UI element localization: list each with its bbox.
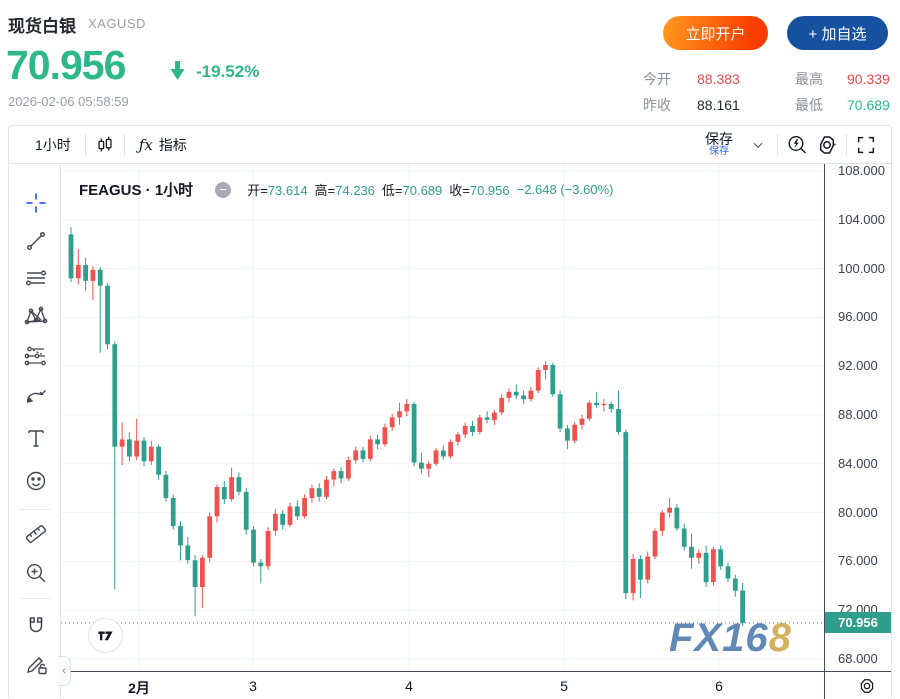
quick-search-flash-icon[interactable] [782,131,812,159]
price-axis-label: 76.000 [838,553,878,569]
toolbar-divider [846,133,847,156]
price-axis-label: 68.000 [838,651,878,666]
ohlc-item: 收=70.956 [449,183,510,198]
interval-button[interactable]: 1小时 [35,136,71,153]
forecast-tool-icon[interactable] [21,341,51,371]
stat-value-open: 88.383 [697,71,740,87]
axis-corner-divider [824,672,825,699]
time-axis-label: 4 [405,678,413,694]
candlestick-plot[interactable] [61,164,824,671]
stat-label: 最高 [795,71,823,87]
lock-drawing-tool-icon[interactable] [21,649,51,679]
brush-tool-icon[interactable] [21,381,51,411]
stat-value-prev-close: 88.161 [697,97,740,113]
zoom-in-tool-icon[interactable] [21,558,51,588]
save-menu-chevron-down-icon[interactable] [743,131,773,159]
drawing-toolbar [9,164,61,698]
tools-divider [19,509,51,510]
price-axis-label: 108.000 [838,163,885,178]
hide-series-button[interactable]: − [215,181,232,198]
time-axis-label: 2月 [128,680,150,696]
legend-change: −2.648 (−3.60%) [516,182,614,197]
crosshair-tool-icon[interactable] [21,188,51,218]
toolbar-divider [84,133,86,156]
stat-label: 昨收 [643,97,671,113]
ohlc-item: 低=70.689 [381,183,443,198]
chart-style-candles-button[interactable] [90,131,120,159]
time-axis-label: 5 [560,678,568,694]
price-axis-label: 104.000 [838,211,885,227]
time-axis-label: 6 [715,678,723,694]
add-watchlist-button[interactable]: + 加自选 [787,16,888,50]
last-price-axis-badge: 70.956 [825,612,891,634]
price-axis[interactable]: 108.000 104.000 100.000 96.000 92.000 88.000 8… [824,163,891,671]
chart-legend: FEAGUS · 1小时 − 开=73.614 高=74.236 低=70.689 收… [79,179,613,200]
stat-value-high: 90.339 [847,71,890,87]
price-axis-label: 80.000 [838,504,878,520]
tools-divider [19,598,51,599]
legend-series-title[interactable]: FEAGUS · 1小时 [79,182,194,199]
fx-icon: ƒx [138,135,153,154]
tradingview-logo[interactable] [88,618,123,653]
emoji-tool-icon[interactable] [21,466,51,496]
price-axis-label: 100.000 [838,260,885,276]
price-axis-label: 88.000 [838,407,878,422]
instrument-title: 现货白银 [8,17,76,36]
quote-timestamp: 2026-02-06 05:58:59 [8,94,129,109]
save-label: 保存 [705,130,733,147]
toolbar-divider [123,133,125,156]
magnet-tool-icon[interactable] [21,611,51,641]
fib-retracement-tool-icon[interactable] [21,263,51,293]
chart-toolbar: 1小时 ƒx 指标 保存 保存 [9,126,891,164]
stat-label: 今开 [643,71,671,87]
xabcd-pattern-tool-icon[interactable] [21,301,51,331]
price-axis-label: 96.000 [838,309,878,325]
legend-ohlc-values: 开=73.614 高=74.236 低=70.689 收=70.956 [247,180,509,199]
chart-body: FEAGUS · 1小时 − 开=73.614 高=74.236 低=70.689 收… [9,163,891,699]
price-axis-label: 92.000 [838,358,878,374]
time-axis[interactable]: 2月 3 4 5 6 [61,671,891,699]
indicators-label: 指标 [158,136,187,153]
last-price: 70.956 [6,42,126,88]
save-button[interactable]: 保存 保存 [695,131,743,159]
stat-value-low: 70.689 [847,97,890,113]
ohlc-item: 高=74.236 [314,183,375,198]
ohlc-item: 开=73.614 [247,183,308,198]
fullscreen-icon[interactable] [851,131,881,159]
price-axis-label: 84.000 [838,455,878,471]
axis-settings-gear-icon[interactable] [855,675,879,697]
measure-ruler-tool-icon[interactable] [21,519,51,549]
price-change-percent: -19.52% [196,62,260,81]
chart-widget: 1小时 ƒx 指标 保存 保存 [8,125,892,699]
indicators-button[interactable]: ƒx 指标 [129,131,197,159]
toolbar-divider [777,133,778,156]
trend-line-tool-icon[interactable] [21,226,51,256]
quote-stats: 今开 88.383 最高 90.339 昨收 88.161 最低 70.689 [643,66,890,118]
text-tool-icon[interactable] [21,423,51,453]
instrument-symbol: XAGUSD [88,16,146,31]
price-down-arrow-icon [168,59,187,86]
save-sub-label: 保存 [709,145,729,157]
collapse-toolbar-chevron-left[interactable]: ‹ [58,656,71,686]
open-account-button[interactable]: 立即开户 [663,16,768,50]
time-axis-label: 3 [249,678,257,694]
settings-gear-icon[interactable] [812,131,842,159]
stat-label: 最低 [795,97,823,113]
